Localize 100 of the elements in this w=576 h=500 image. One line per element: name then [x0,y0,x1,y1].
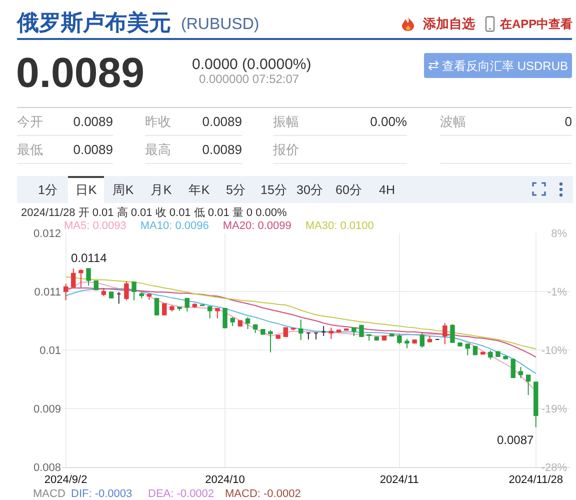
text: 日K [75,182,97,198]
text: 0.000000 07:52:07 [199,72,300,86]
candlestick [510,358,516,379]
candlestick [154,297,160,316]
text: 在APP中查看 [500,16,573,32]
text: MACD [33,488,66,500]
candlestick [472,345,478,356]
candlestick [534,381,538,428]
candlestick [526,374,531,396]
candlestick [442,322,448,345]
candlestick [321,326,326,336]
candlestick [177,306,182,312]
text: 5分 [226,182,246,198]
text: 0.0089 [202,142,242,158]
candlestick [488,350,493,360]
text: 今开 [17,114,43,130]
chart-subtitle: (RUBUSD) [181,15,260,35]
candlestick [404,338,410,349]
candlestick [412,338,417,344]
text: 1分 [38,182,58,198]
text: 15分 [260,182,288,198]
text: DIF: -0.0003 [71,488,132,500]
candlestick [101,287,106,297]
x-tick-label: 2024/10 [205,474,245,486]
text: 周K [112,182,134,198]
candlestick [260,328,266,336]
candlestick [496,350,500,358]
text: 0.0089 [16,48,144,98]
candlestick [458,342,462,347]
candlestick [276,334,280,340]
line-series [65,282,536,392]
candlestick [222,307,228,329]
text: 0 [564,114,572,130]
text: 报价 [273,142,299,158]
candlestick [94,280,98,291]
candlestick [86,268,91,286]
text: 2024/11/28 开 0.01 高 0.01 收 0.01 低 0.01 量 0 0.00% [21,206,287,220]
text: MA5: 0.0093 [64,220,126,233]
text: 月K [150,182,172,198]
text: 4H [379,182,395,198]
y-tick-label: 0.011 [34,286,61,298]
text: 添加自选 [423,16,475,32]
candlestick [139,292,144,300]
candlestick [450,324,455,344]
line-series [65,287,536,358]
candlestick [124,281,129,301]
text: MACD: -0.0002 [225,488,301,500]
y-tick-label: 0.008 [33,462,61,474]
y-tick-label: 0.012 [33,228,61,240]
annotation: 0.0114 [71,251,108,265]
candlestick [132,281,136,301]
chart-title: 俄罗斯卢布美元 [17,9,171,37]
candlestick [359,324,364,338]
y-tick-label: 0.01 [40,344,61,357]
candlestick [420,332,425,348]
candlestick [252,324,258,334]
candlestick [162,302,167,316]
candlestick [184,297,190,312]
text: 年K [188,182,210,198]
candlestick [170,305,174,312]
candlestick [518,366,524,379]
candlestick [306,332,311,340]
annotation: 0.0087 [497,433,534,447]
text: DEA: -0.0002 [148,488,214,500]
text: 0.0089 [202,114,242,130]
text: 波幅 [440,114,466,130]
candlestick [427,335,432,342]
candlestick [215,307,220,319]
candlestick [352,326,356,336]
candlestick [465,343,470,356]
text: 振幅 [273,114,299,130]
candlestick [63,283,68,301]
text: 30分 [296,182,324,198]
text: MA30: 0.0100 [305,220,374,233]
candlestick [314,332,318,340]
candlestick [78,268,84,288]
y2-tick-label: -28% [541,462,568,474]
text: 查看反向汇率 USDRUB [442,58,568,74]
x-tick-label: 2024/11/28 [508,474,564,486]
text: 昨收 [145,114,171,130]
text: 0.00% [370,114,407,130]
candlestick [283,326,288,338]
candlestick [268,330,273,353]
text: MA10: 0.0096 [140,220,209,233]
candlestick [298,319,304,341]
candlestick [245,316,250,330]
text: 60分 [336,182,362,198]
y2-tick-label: -19% [541,403,568,416]
candlestick [207,306,212,319]
candlestick [366,334,372,342]
text: 0.0000 (0.0000%) [192,54,312,74]
candlestick [389,333,394,338]
candlestick [71,268,76,288]
text: MA20: 0.0099 [222,220,292,233]
candlestick [328,327,334,340]
y2-tick-label: 8% [551,228,568,240]
text: 0.0089 [73,114,113,130]
x-tick-label: 2024/9/2 [44,474,88,486]
candlestick [146,292,152,300]
candlestick [374,336,380,342]
